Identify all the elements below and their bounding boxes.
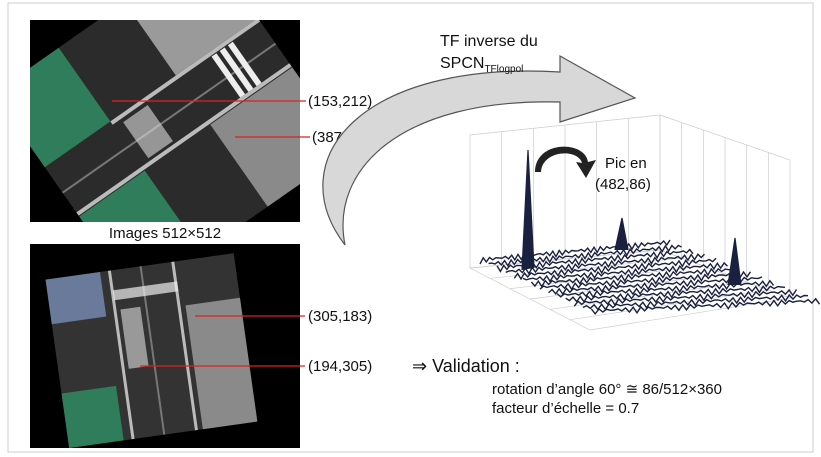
validation-line: facteur d’échelle = 0.7 xyxy=(492,400,639,417)
caption: Images 512×512 xyxy=(109,225,221,242)
peak-label: Pic en xyxy=(605,155,647,172)
transform-label: SPCN xyxy=(440,55,484,72)
figure: (153,212) (387,298) Images 512×512 (305,… xyxy=(0,0,821,457)
point-label: (305,183) xyxy=(308,308,372,325)
point-label: (194,305) xyxy=(308,358,372,375)
transform-label: TF inverse du xyxy=(440,33,538,50)
validation-title: ⇒ Validation : xyxy=(412,356,520,376)
peak-label: (482,86) xyxy=(595,176,651,193)
point-label: (153,212) xyxy=(308,93,372,110)
bottom-image xyxy=(30,244,300,448)
validation-line: rotation d’angle 60° ≅ 86/512×360 xyxy=(492,381,722,398)
transform-subscript: TFlogpol xyxy=(484,64,523,75)
